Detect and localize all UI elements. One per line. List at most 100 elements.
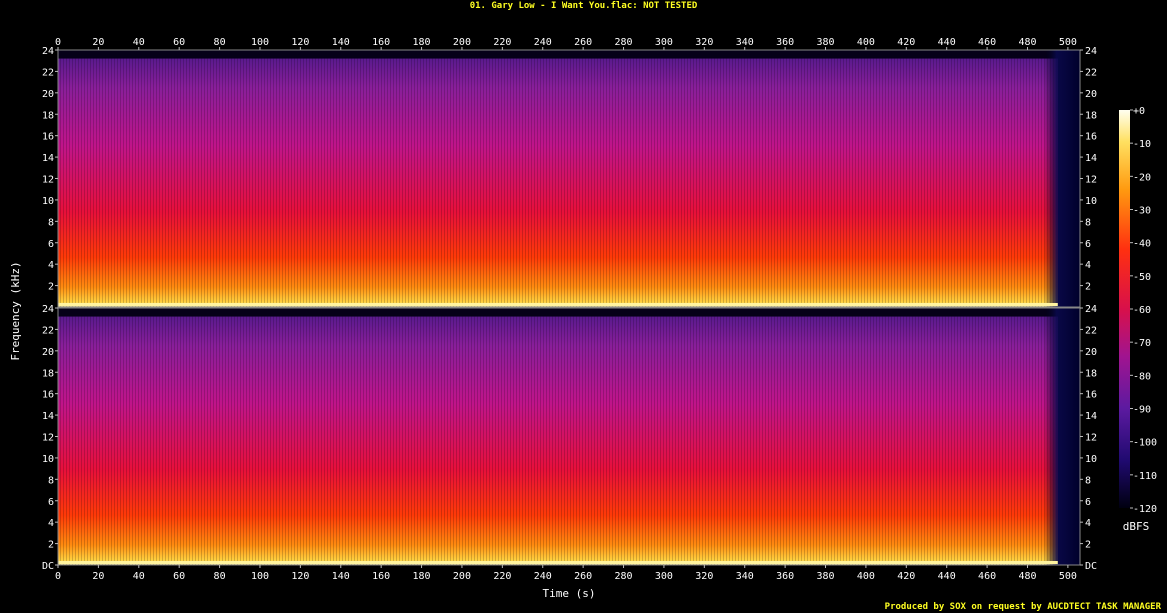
y-tick-label: 14 [1085,411,1097,422]
y-tick-label: 6 [48,239,54,250]
colorbar-gradient [1119,110,1130,508]
y-tick-label: 14 [42,411,54,422]
y-tick-label: 12 [1085,175,1097,186]
x-ticks-top: 0 20 40 60 80 100 120 140 160 180 200 220 240 260 280 3… [55,37,1077,50]
y-tick-label: 12 [42,433,54,444]
y-tick-label: 22 [42,325,54,336]
x-tick-label: 280 [615,571,633,582]
x-tick-label: 500 [1059,37,1077,48]
x-tick-label: 340 [736,571,754,582]
x-tick-label: 380 [816,571,834,582]
x-tick-label: 40 [133,37,145,48]
y-tick-label: 18 [1085,110,1097,121]
colorbar-tick-label: -90 [1133,405,1151,416]
x-tick-label: 80 [214,571,226,582]
colorbar-tick-label: -110 [1133,471,1157,482]
x-tick-label: 220 [493,37,511,48]
y-tick-label: 16 [1085,390,1097,401]
x-tick-label: 120 [291,37,309,48]
x-tick-label: 240 [534,37,552,48]
x-tick-label: 360 [776,571,794,582]
x-tick-label: 340 [736,37,754,48]
x-tick-label: 440 [938,571,956,582]
y-tick-label: 22 [1085,67,1097,78]
x-tick-label: 160 [372,571,390,582]
colorbar-tick-label: -30 [1133,206,1151,217]
x-tick-label: 300 [655,37,673,48]
footer-credit: Produced by SOX on request by AUCDTECT T… [884,602,1161,612]
x-tick-label: 300 [655,571,673,582]
y-tick-label: 16 [42,132,54,143]
y-tick-label: 18 [42,110,54,121]
x-tick-label: 180 [413,571,431,582]
x-tick-label: 260 [574,571,592,582]
y-tick-label: 24 [42,46,54,57]
x-tick-label: 460 [978,37,996,48]
x-tick-label: 380 [816,37,834,48]
x-tick-label: 280 [615,37,633,48]
spectrum-texture [58,58,1058,307]
y-tick-label: 24 [1085,304,1097,315]
y-tick-label: DC [1085,561,1097,572]
x-tick-label: 100 [251,571,269,582]
y-tick-label: 6 [1085,239,1091,250]
spectrogram-panels [58,50,1080,565]
x-tick-label: 160 [372,37,390,48]
x-tick-label: 500 [1059,571,1077,582]
colorbar-tick-label: -100 [1133,438,1157,449]
x-tick-label: 260 [574,37,592,48]
dc-band [58,303,1058,306]
x-tick-label: 180 [413,37,431,48]
y-tick-label: 2 [1085,540,1091,551]
y-tick-label: 6 [1085,497,1091,508]
colorbar-label: dBFS [1123,520,1150,533]
y-tick-label: 10 [42,454,54,465]
y-tick-label: 2 [1085,282,1091,293]
colorbar-tick-label: +0 [1133,106,1145,117]
y-tick-label: 20 [42,89,54,100]
x-tick-label: 220 [493,571,511,582]
x-tick-label: 360 [776,37,794,48]
x-tick-label: 420 [897,571,915,582]
y-tick-label: 24 [1085,46,1097,57]
x-tick-label: 80 [214,37,226,48]
x-axis-label: Time (s) [543,587,596,600]
colorbar-tick-label: -120 [1133,504,1157,515]
y-tick-label: 8 [48,217,54,228]
y-tick-label: 14 [42,153,54,164]
y-tick-label: 8 [48,475,54,486]
x-tick-label: 60 [173,37,185,48]
y-tick-label: 4 [1085,518,1091,529]
x-tick-label: 140 [332,37,350,48]
y-tick-label: 10 [42,196,54,207]
y-tick-label: 4 [48,518,54,529]
x-tick-label: 400 [857,571,875,582]
x-tick-label: 20 [92,571,104,582]
y-tick-label: 18 [1085,368,1097,379]
y-tick-label: 8 [1085,475,1091,486]
x-tick-label: 480 [1018,37,1036,48]
y-tick-label: 16 [42,390,54,401]
chart-title: 01. Gary Low - I Want You.flac: NOT TEST… [469,1,698,11]
colorbar-tick-label: -40 [1133,239,1151,250]
y-tick-label: 20 [42,347,54,358]
y-tick-label: DC [42,561,54,572]
colorbar-tick-label: -80 [1133,371,1151,382]
colorbar-tick-label: -70 [1133,338,1151,349]
colorbar-tick-label: -20 [1133,172,1151,183]
y-tick-label: 14 [1085,153,1097,164]
x-ticks-bottom: 0 20 40 60 80 100 120 140 160 180 200 220 240 260 280 3… [55,565,1077,582]
y-tick-label: 18 [42,368,54,379]
y-tick-label: 24 [42,304,54,315]
x-tick-label: 60 [173,571,185,582]
x-tick-label: 120 [291,571,309,582]
y-tick-label: 2 [48,540,54,551]
x-tick-label: 200 [453,571,471,582]
y-axis-label: Frequency (kHz) [9,261,22,360]
x-tick-label: 100 [251,37,269,48]
x-tick-label: 320 [695,571,713,582]
x-tick-label: 0 [55,37,61,48]
dc-band [58,561,1058,564]
